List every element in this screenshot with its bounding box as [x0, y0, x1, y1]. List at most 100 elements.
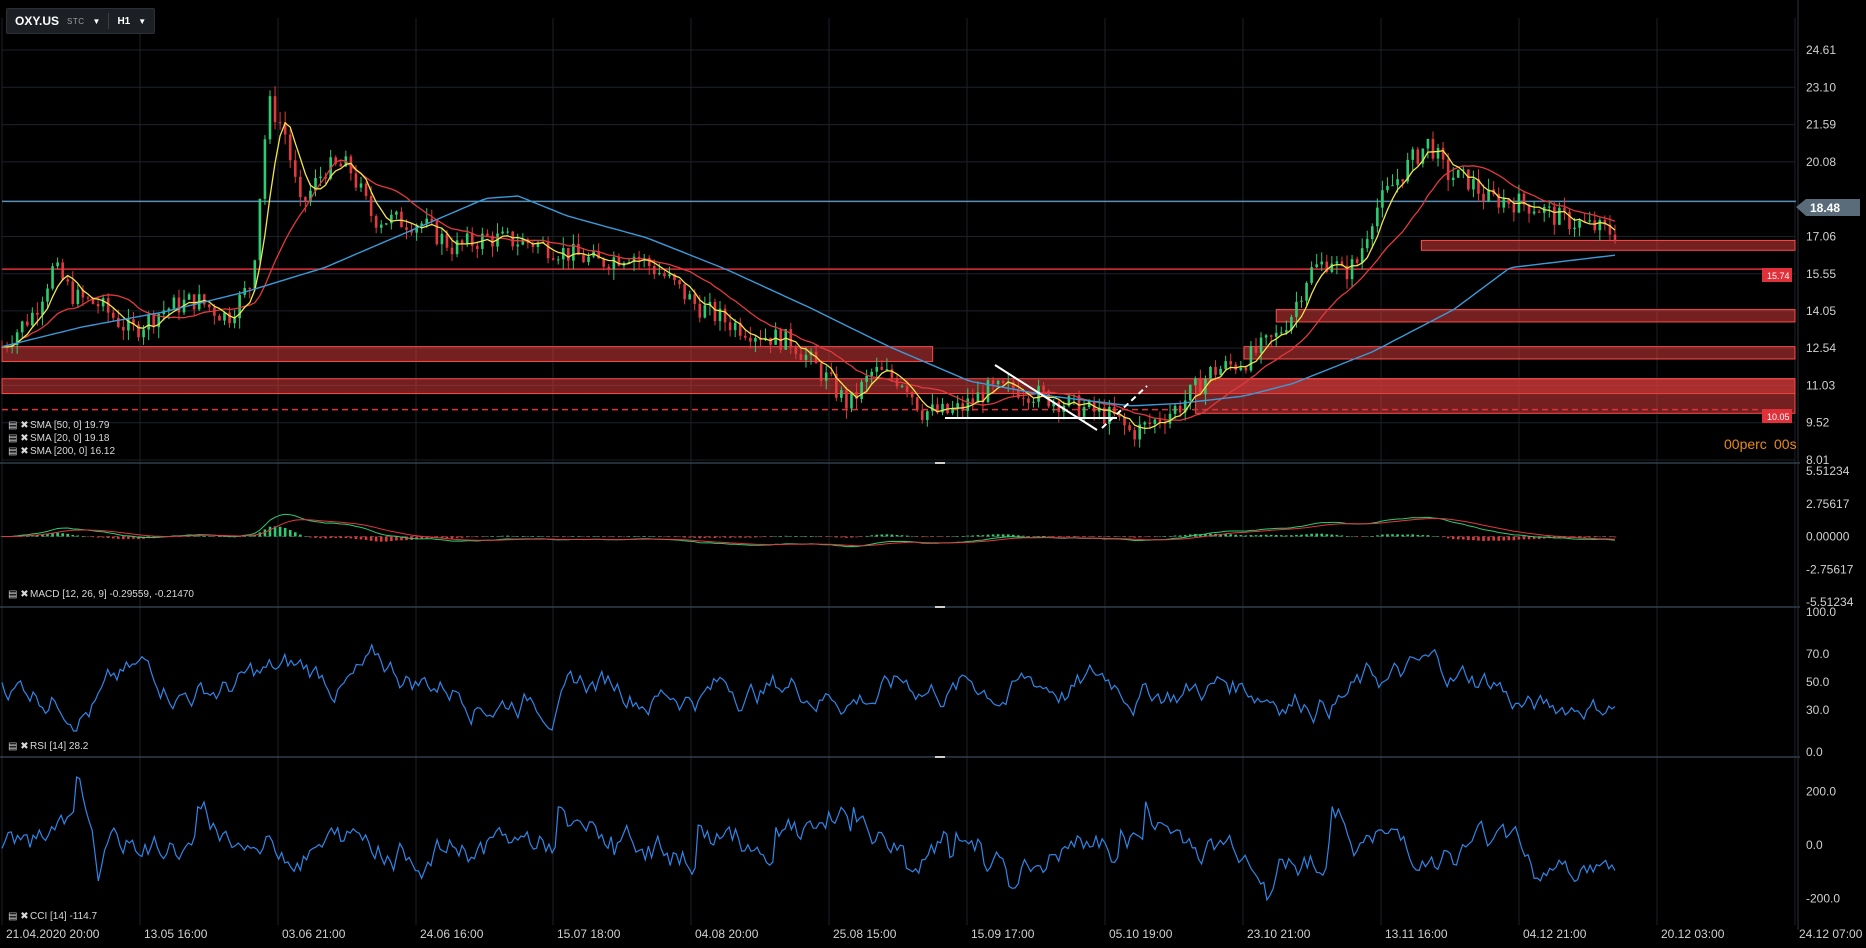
candle-body	[961, 403, 965, 411]
time-tick-label: 13.11 16:00	[1385, 927, 1448, 941]
macd-histogram-bar	[1436, 536, 1440, 537]
time-tick-label: 15.07 18:00	[557, 927, 621, 941]
candle-body	[1350, 259, 1354, 280]
candle-body	[875, 366, 879, 372]
macd-histogram-bar	[1027, 536, 1030, 537]
macd-histogram-bar	[374, 536, 378, 542]
macd-histogram-bar	[208, 536, 211, 537]
candle-body	[1370, 226, 1374, 240]
candle-body	[865, 375, 868, 382]
candle-body	[1123, 416, 1126, 426]
sma-legend[interactable]: ▤ ✖ SMA [50, 0] 19.79 ▤ ✖ SMA [20, 0] 19…	[8, 420, 115, 457]
macd-histogram-bar	[642, 535, 646, 537]
sr-zone	[1420, 239, 1796, 251]
macd-histogram-bar	[400, 536, 403, 541]
macd-histogram-bar	[582, 536, 585, 537]
macd-histogram-bar	[1178, 535, 1182, 537]
trend-drawings[interactable]	[945, 364, 1148, 431]
candle-body	[986, 380, 990, 403]
candle-body	[1153, 419, 1157, 424]
candle-body	[926, 411, 929, 420]
rsi-legend[interactable]: ▤ ✖ RSI [14] 28.2	[8, 741, 89, 752]
macd-histogram-bar	[1062, 536, 1066, 537]
macd-histogram-bar	[511, 535, 514, 537]
candle-body	[713, 301, 717, 322]
macd-histogram-bar	[309, 536, 312, 538]
macd-histogram-bar	[293, 532, 297, 537]
macd-histogram-bar	[1497, 536, 1501, 541]
candle-body	[1042, 385, 1045, 391]
macd-histogram-bar	[516, 536, 520, 537]
macd-histogram-bar	[491, 536, 494, 537]
macd-histogram-bar	[567, 536, 570, 537]
candle-body	[1264, 335, 1268, 338]
time-tick-label: 24.06 16:00	[420, 927, 484, 941]
candle-body	[1239, 367, 1243, 370]
candle-body	[1436, 147, 1440, 159]
cci-legend[interactable]: ▤ ✖ CCI [14] -114.7	[8, 911, 98, 922]
macd-histogram-bar	[101, 536, 105, 538]
candle-body	[405, 227, 408, 230]
candle-body	[1558, 207, 1561, 225]
candle-body	[1613, 234, 1617, 242]
macd-histogram-bar	[379, 536, 383, 542]
macd-histogram-bar	[334, 536, 338, 539]
macd-histogram-bar	[86, 536, 90, 537]
macd-histogram-bar	[384, 536, 388, 542]
macd-histogram-bar	[1593, 536, 1597, 538]
pane-separators[interactable]	[0, 462, 1800, 758]
timeframe-label[interactable]: H1	[117, 15, 131, 27]
macd-histogram-bar	[1148, 536, 1152, 537]
macd-histogram-bar	[1517, 536, 1521, 540]
symbol-dropdown-icon[interactable]: ▼	[92, 16, 101, 26]
rsi-tick-label: 30.0	[1806, 703, 1830, 717]
timeframe-dropdown-icon[interactable]: ▼	[138, 16, 147, 26]
candle-body	[1335, 261, 1339, 264]
candle-body	[966, 398, 970, 411]
macd-histogram-bar	[1421, 535, 1425, 537]
candle-body	[1011, 381, 1015, 390]
macd-histogram-bar	[1431, 535, 1435, 537]
symbol-label[interactable]: OXY.US	[15, 14, 60, 28]
macd-histogram-bar	[36, 534, 39, 537]
macd-histogram-bar	[561, 536, 565, 537]
horizontal-levels[interactable]	[2, 200, 1796, 411]
candle-body	[278, 122, 282, 124]
candle-body	[91, 297, 95, 304]
macd-histogram-bar	[850, 536, 853, 538]
cci-tick-label: -200.0	[1806, 891, 1840, 905]
moving-averages	[1, 121, 1616, 430]
candle-body	[556, 259, 560, 261]
macd-histogram-bar	[1467, 536, 1470, 541]
macd-histogram-bar	[1355, 536, 1359, 537]
support-resistance-zones[interactable]	[1, 239, 1796, 414]
candle-body	[1249, 345, 1253, 371]
macd-histogram-bar	[324, 536, 327, 539]
candle-body	[1077, 395, 1081, 417]
candle-body	[1234, 364, 1238, 370]
macd-histogram-bar	[1487, 536, 1490, 541]
candle-body	[1593, 220, 1597, 231]
macd-histogram-bar	[673, 536, 676, 537]
macd-histogram-bar	[1305, 534, 1308, 537]
macd-histogram-bar	[1290, 535, 1293, 537]
candle-body	[273, 96, 277, 123]
macd-histogram-bar	[986, 534, 990, 537]
legend-icons: ▤ ✖	[8, 420, 29, 431]
macd-histogram-bar	[1143, 536, 1147, 538]
candle-body	[1583, 220, 1586, 222]
macd-histogram-bar	[819, 536, 823, 537]
macd-histogram-bar	[577, 536, 580, 537]
price-tick-label: 21.59	[1806, 118, 1836, 132]
candle-body	[81, 289, 85, 298]
candle-body	[1188, 384, 1192, 401]
candle-body	[511, 231, 514, 247]
macd-histogram-bar	[395, 536, 398, 541]
candle-body	[1290, 316, 1293, 331]
candle-body	[137, 324, 140, 338]
macd-histogram-bar	[910, 535, 914, 537]
macd-legend[interactable]: ▤ ✖ MACD [12, 26, 9] -0.29559, -0.21470	[8, 589, 194, 600]
candle-body	[425, 218, 429, 224]
macd-histogram-bar	[132, 536, 135, 539]
